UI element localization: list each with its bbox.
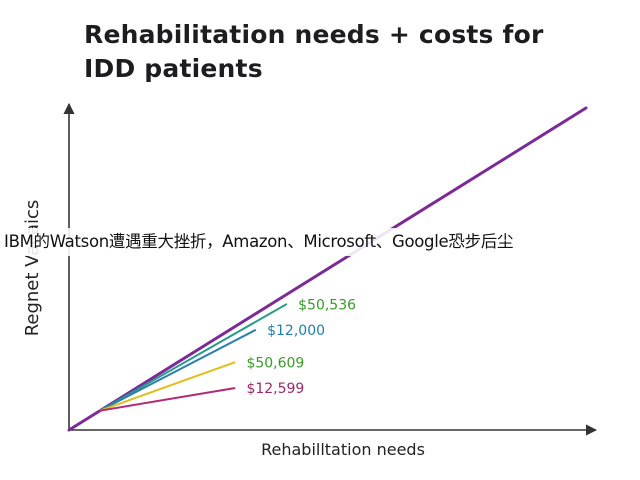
caption-overlay-band — [0, 228, 640, 256]
main-diagonal-line — [67, 106, 588, 432]
series-layer — [67, 106, 588, 432]
series-value-label-2: $12,000 — [267, 323, 325, 339]
x-axis-label: Rehabilltation needs — [261, 440, 425, 459]
series-value-label-4: $12,599 — [246, 381, 304, 397]
caption-overlay-text: IBM的Watson遭遇重大挫折，Amazon、Microsoft、Google… — [4, 232, 514, 251]
y-axis-label: Regnet Vacaics — [22, 200, 43, 337]
series-value-label-1: $50,536 — [298, 297, 356, 313]
series-line-4 — [99, 387, 236, 412]
series-line-2 — [99, 329, 257, 412]
chart-title: Rehabilitation needs + costs for IDD pat… — [84, 20, 544, 83]
series-line-1 — [99, 303, 288, 412]
label-layer: $50,536 $12,000 $50,609 $12,599 — [246, 297, 356, 397]
series-line-3 — [99, 361, 236, 412]
series-value-label-3: $50,609 — [246, 355, 304, 371]
